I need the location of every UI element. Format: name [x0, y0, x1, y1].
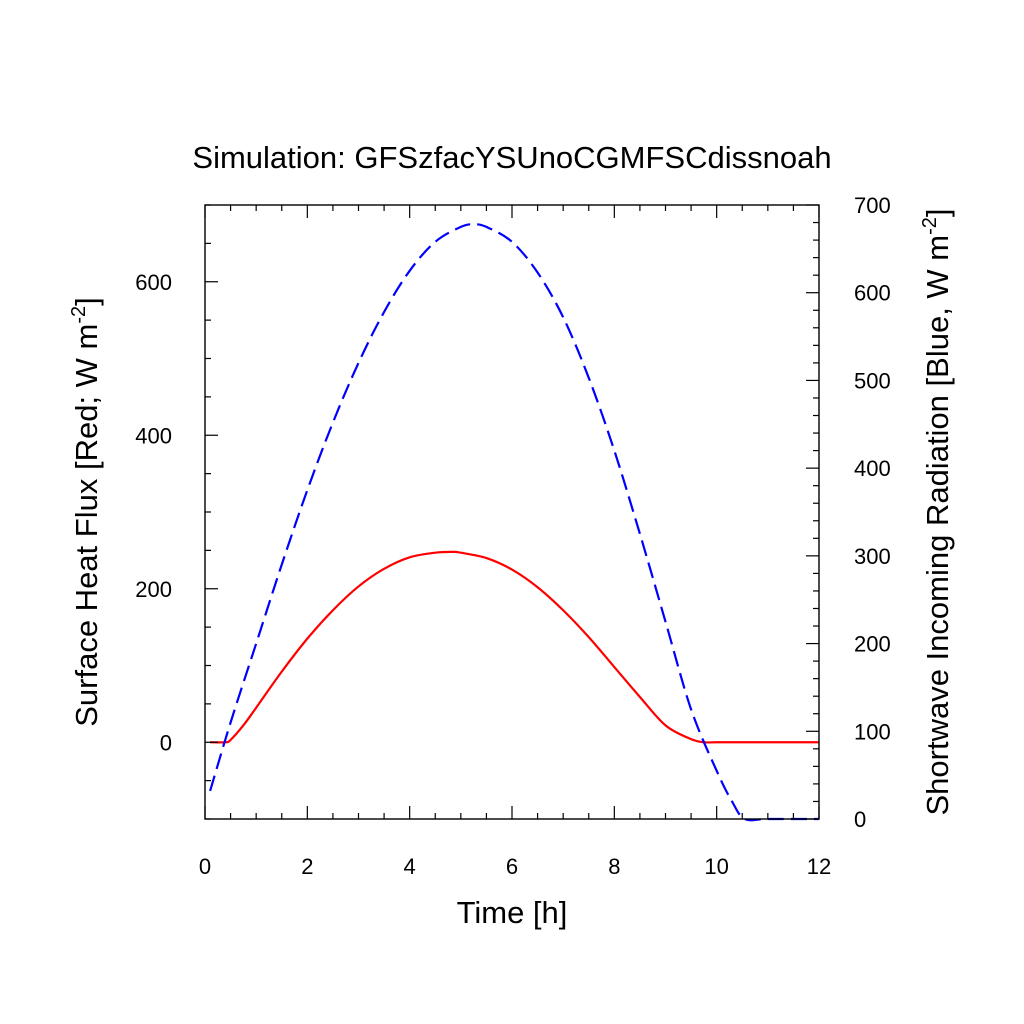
y-left-tick-label: 200 — [135, 577, 172, 602]
y-axis-label-left-end: ] — [69, 297, 104, 306]
y-left-tick-label: 400 — [135, 423, 172, 448]
x-tick-label: 0 — [199, 854, 211, 879]
y-right-tick-label: 600 — [854, 281, 891, 306]
y-axis-label-right-end: ] — [920, 208, 955, 217]
y-axis-label-right-main: Shortwave Incoming Radiation [Blue, W m — [920, 235, 955, 816]
x-axis-label: Time [h] — [457, 895, 568, 930]
plot-area — [204, 204, 820, 822]
x-tick-label: 8 — [608, 854, 620, 879]
chart-title: Simulation: GFSzfacYSUnoCGMFSCdissnoah — [192, 140, 831, 175]
ticks-layer — [204, 204, 820, 820]
y-right-tick-label: 400 — [854, 456, 891, 481]
y-axis-label-left-sup: -2 — [68, 306, 90, 324]
x-tick-label: 6 — [506, 854, 518, 879]
y-right-tick-label: 300 — [854, 544, 891, 569]
surface-heat-flux-line — [210, 550, 819, 744]
shortwave-radiation-line — [209, 223, 819, 822]
y-right-tick-label: 100 — [854, 719, 891, 744]
y-left-tick-label: 0 — [160, 730, 172, 755]
x-tick-label: 4 — [404, 854, 416, 879]
y-right-tick-label: 200 — [854, 632, 891, 657]
x-tick-label: 12 — [807, 854, 831, 879]
y-axis-label-left-main: Surface Heat Flux [Red; W m — [69, 324, 104, 727]
y-axis-label-right: Shortwave Incoming Radiation [Blue, W m-… — [919, 208, 955, 815]
y-right-tick-label: 0 — [854, 807, 866, 832]
x-tick-label: 2 — [301, 854, 313, 879]
y-axis-label-left: Surface Heat Flux [Red; W m-2] — [68, 297, 104, 727]
y-right-tick-label: 700 — [854, 193, 891, 218]
y-axis-label-right-sup: -2 — [919, 217, 941, 235]
y-right-tick-label: 500 — [854, 368, 891, 393]
series-layer — [209, 223, 819, 822]
plot-frame — [204, 204, 820, 820]
x-tick-label: 10 — [704, 854, 728, 879]
y-left-tick-label: 600 — [135, 270, 172, 295]
